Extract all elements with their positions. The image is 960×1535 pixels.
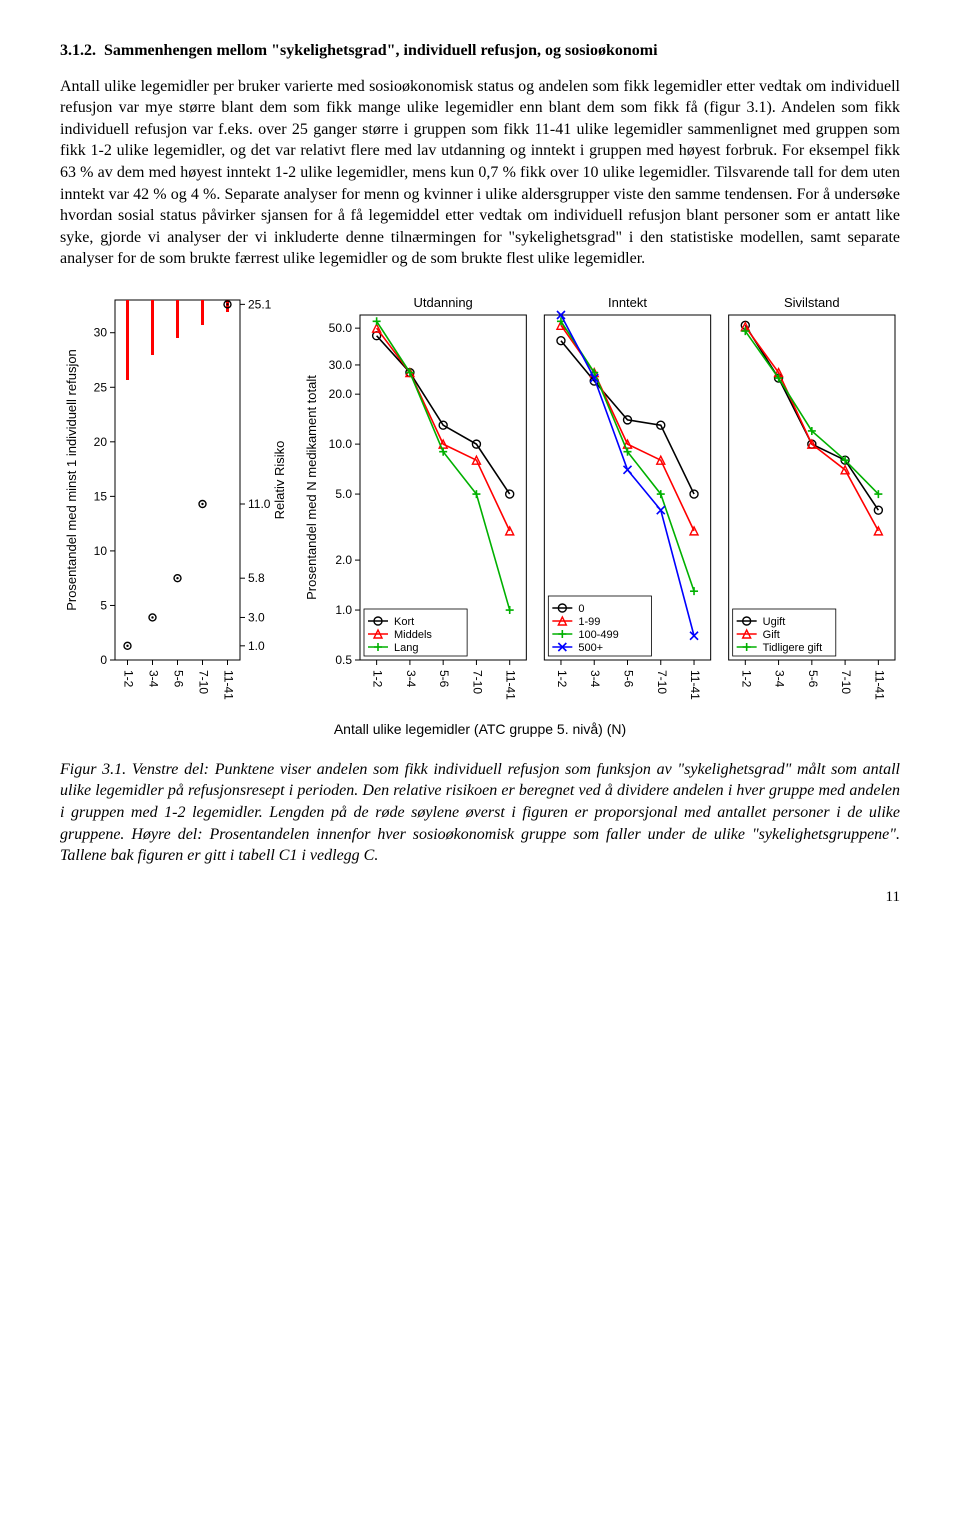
svg-text:Prosentandel med minst 1 indiv: Prosentandel med minst 1 individuell ref… bbox=[64, 349, 79, 611]
svg-text:25.1: 25.1 bbox=[248, 297, 272, 311]
svg-text:1-99: 1-99 bbox=[578, 616, 600, 628]
svg-text:1-2: 1-2 bbox=[122, 670, 136, 688]
figure-caption: Figur 3.1. Venstre del: Punktene viser a… bbox=[60, 759, 900, 867]
svg-text:0: 0 bbox=[578, 603, 584, 615]
svg-text:3.0: 3.0 bbox=[248, 610, 265, 624]
page-number: 11 bbox=[60, 887, 900, 907]
right-charts: Prosentandel med N medikament totalt 0.5 1… bbox=[300, 290, 900, 710]
svg-text:30: 30 bbox=[94, 326, 108, 340]
svg-text:Sivilstand: Sivilstand bbox=[784, 295, 840, 310]
svg-text:Inntekt: Inntekt bbox=[608, 295, 647, 310]
svg-text:1.0: 1.0 bbox=[248, 639, 265, 653]
svg-text:10.0: 10.0 bbox=[329, 437, 353, 451]
svg-text:10: 10 bbox=[94, 544, 108, 558]
section-title: Sammenhengen mellom "sykelighetsgrad", i… bbox=[104, 42, 658, 59]
figure-row: 0 5 10 15 20 25 30 Prosentandel med minst 1 ind… bbox=[60, 290, 900, 710]
svg-text:11-41: 11-41 bbox=[872, 670, 886, 700]
svg-text:Prosentandel med N medikament: Prosentandel med N medikament totalt bbox=[304, 375, 319, 600]
svg-text:5.8: 5.8 bbox=[248, 571, 265, 585]
svg-text:Tidligere gift: Tidligere gift bbox=[763, 642, 823, 654]
svg-text:Lang: Lang bbox=[394, 642, 418, 654]
svg-text:15: 15 bbox=[94, 489, 108, 503]
svg-text:3-4: 3-4 bbox=[773, 670, 787, 688]
svg-text:5.0: 5.0 bbox=[335, 487, 352, 501]
svg-text:20: 20 bbox=[94, 435, 108, 449]
svg-text:1.0: 1.0 bbox=[335, 603, 352, 617]
svg-text:7-10: 7-10 bbox=[197, 670, 211, 694]
svg-text:3-4: 3-4 bbox=[588, 670, 602, 688]
svg-text:Gift: Gift bbox=[763, 629, 780, 641]
svg-text:100-499: 100-499 bbox=[578, 629, 618, 641]
svg-text:Relativ Risiko: Relativ Risiko bbox=[272, 441, 287, 520]
svg-text:5: 5 bbox=[100, 598, 107, 612]
svg-text:30.0: 30.0 bbox=[329, 358, 353, 372]
svg-text:7-10: 7-10 bbox=[839, 670, 853, 694]
svg-text:1-2: 1-2 bbox=[371, 670, 385, 688]
svg-text:1-2: 1-2 bbox=[555, 670, 569, 688]
section-number: 3.1.2. bbox=[60, 42, 96, 59]
svg-text:5-6: 5-6 bbox=[806, 670, 820, 688]
svg-text:5-6: 5-6 bbox=[622, 670, 636, 688]
svg-text:1-2: 1-2 bbox=[739, 670, 753, 688]
svg-text:20.0: 20.0 bbox=[329, 387, 353, 401]
svg-text:5-6: 5-6 bbox=[172, 670, 186, 688]
svg-text:Middels: Middels bbox=[394, 629, 432, 641]
svg-text:Kort: Kort bbox=[394, 616, 414, 628]
left-chart: 0 5 10 15 20 25 30 Prosentandel med minst 1 ind… bbox=[60, 290, 290, 710]
svg-text:0: 0 bbox=[100, 653, 107, 667]
svg-text:11-41: 11-41 bbox=[688, 670, 702, 700]
svg-text:11-41: 11-41 bbox=[222, 670, 236, 700]
svg-text:7-10: 7-10 bbox=[655, 670, 669, 694]
x-axis-caption: Antall ulike legemidler (ATC gruppe 5. n… bbox=[60, 720, 900, 739]
svg-text:2.0: 2.0 bbox=[335, 553, 352, 567]
svg-text:0.5: 0.5 bbox=[335, 653, 352, 667]
svg-text:11-41: 11-41 bbox=[504, 670, 518, 700]
svg-text:11.0: 11.0 bbox=[248, 497, 271, 511]
svg-text:3-4: 3-4 bbox=[147, 670, 161, 688]
body-paragraph: Antall ulike legemidler per bruker varie… bbox=[60, 76, 900, 270]
section-heading: 3.1.2. Sammenhengen mellom "sykelighetsg… bbox=[60, 40, 900, 62]
svg-text:500+: 500+ bbox=[578, 642, 603, 654]
svg-text:50.0: 50.0 bbox=[329, 321, 353, 335]
svg-text:25: 25 bbox=[94, 380, 108, 394]
svg-text:5-6: 5-6 bbox=[437, 670, 451, 688]
svg-text:3-4: 3-4 bbox=[404, 670, 418, 688]
svg-text:Ugift: Ugift bbox=[763, 616, 786, 628]
svg-text:7-10: 7-10 bbox=[470, 670, 484, 694]
svg-text:Utdanning: Utdanning bbox=[414, 295, 473, 310]
